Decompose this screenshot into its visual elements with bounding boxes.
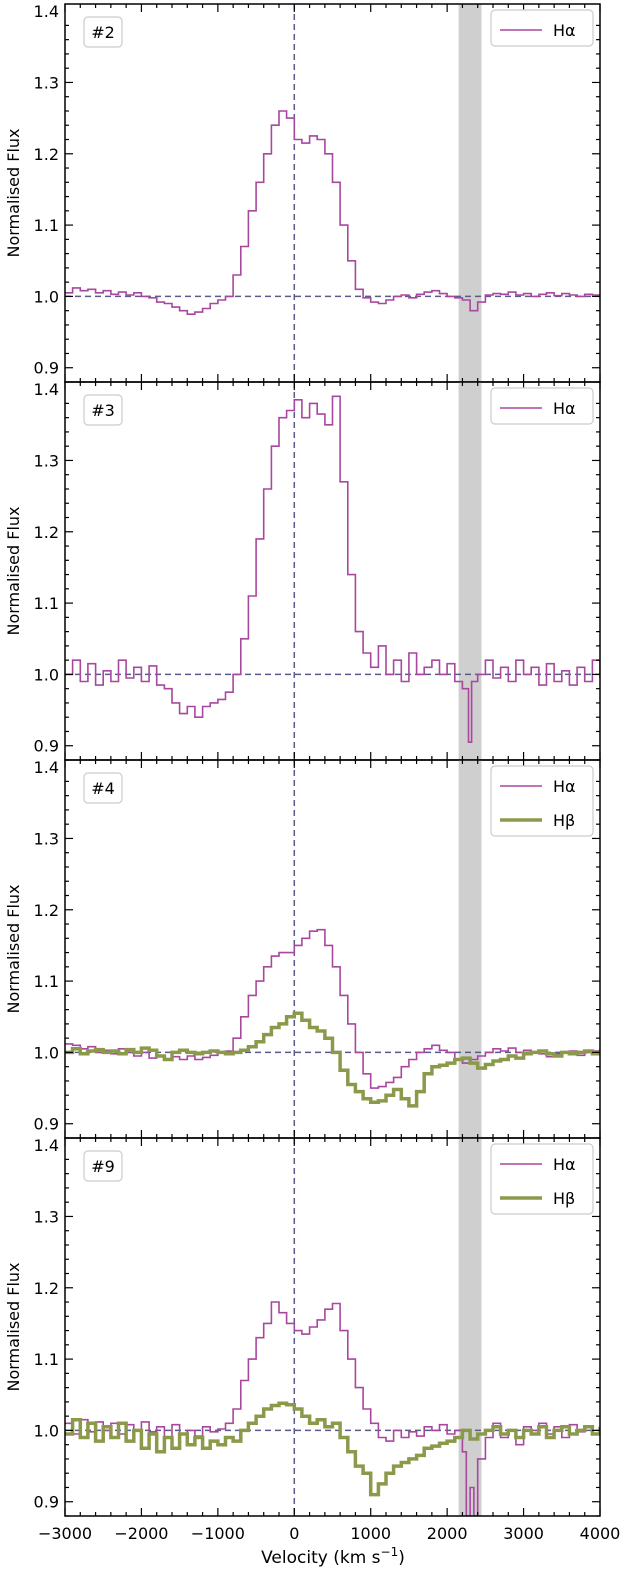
series-halpha	[65, 110, 600, 315]
y-tick-label: 1.2	[34, 1279, 59, 1298]
legend-label: Hα	[553, 399, 576, 418]
legend-label: Hα	[553, 1155, 576, 1174]
panel-2: 0.9 1.0 1.1 1.2 1.3 1.4 Normalised Flux #2 Hα	[4, 2, 601, 383]
y-tick-label: 1.3	[34, 73, 59, 92]
y-axis-label: Normalised Flux	[4, 128, 23, 257]
y-tick-label: 1.4	[34, 1136, 59, 1155]
y-tick-label: 1.2	[34, 145, 59, 164]
axes-frame	[64, 3, 601, 383]
legend-label: Hβ	[553, 1189, 575, 1208]
y-tick-label: 0.9	[34, 737, 59, 756]
x-tick-label: 2000	[427, 1524, 468, 1543]
y-tick-label: 1.4	[34, 2, 59, 21]
series-hbeta	[65, 1011, 600, 1108]
x-axis-label: Velocity (km s−1)	[261, 1545, 405, 1568]
y-tick-label: 1.0	[34, 287, 59, 306]
y-axis-label: Normalised Flux	[4, 506, 23, 635]
series-hbeta	[65, 1401, 600, 1497]
x-tick-label: 4000	[580, 1524, 621, 1543]
svg-text:#2: #2	[91, 23, 115, 42]
legend-label: Hα	[553, 21, 576, 40]
y-tick-label: 1.3	[34, 1207, 59, 1226]
legend-label: Hβ	[553, 811, 575, 830]
shaded-band	[458, 1138, 482, 1516]
series-halpha	[65, 1301, 600, 1516]
panel-3: 0.9 1.0 1.1 1.2 1.3 1.4 Normalised Flux #3 Hα	[4, 380, 601, 761]
y-tick-label: 0.9	[34, 359, 59, 378]
y-tick-label: 1.0	[34, 1043, 59, 1062]
legend-item-halpha: Hα	[500, 1155, 576, 1174]
legend-item-hbeta: Hβ	[500, 811, 575, 830]
y-tick-label: 0.9	[34, 1115, 59, 1134]
x-tick-labels: −3000 −2000 −1000 0 1000 2000 3000 4000	[38, 1524, 620, 1543]
y-tick-label: 1.1	[34, 972, 59, 991]
x-tick-label: 0	[289, 1524, 299, 1543]
svg-text:#4: #4	[91, 779, 115, 798]
panel-label: #2	[83, 16, 123, 48]
shaded-band	[458, 760, 482, 1138]
legend-item-halpha: Hα	[500, 399, 576, 418]
x-tick-label: 1000	[350, 1524, 391, 1543]
y-axis-label: Normalised Flux	[4, 884, 23, 1013]
legend: Hα Hβ	[490, 1143, 594, 1215]
svg-text:#9: #9	[91, 1157, 115, 1176]
y-tick-label: 1.1	[34, 594, 59, 613]
series-halpha	[65, 928, 600, 1089]
y-tick-label: 1.0	[34, 1421, 59, 1440]
shaded-band	[458, 382, 482, 760]
y-tick-label: 1.3	[34, 451, 59, 470]
legend-item-halpha: Hα	[500, 21, 576, 40]
shaded-band	[458, 4, 482, 382]
y-tick-label: 1.2	[34, 901, 59, 920]
svg-text:#3: #3	[91, 401, 115, 420]
panel-9: 0.9 1.0 1.1 1.2 1.3 1.4 Normalised Flux #9 Hα Hβ	[4, 1136, 601, 1517]
legend: Hα	[490, 9, 594, 47]
x-tick-label: −2000	[114, 1524, 168, 1543]
x-tick-label: −3000	[38, 1524, 92, 1543]
legend: Hα	[490, 387, 594, 425]
y-axis-label: Normalised Flux	[4, 1262, 23, 1391]
panel-4: 0.9 1.0 1.1 1.2 1.3 1.4 Normalised Flux #4 Hα Hβ	[4, 758, 601, 1139]
axes-frame	[64, 1137, 601, 1517]
x-tick-label: 3000	[503, 1524, 544, 1543]
panel-label: #9	[83, 1150, 123, 1182]
panel-label: #4	[83, 772, 123, 804]
legend-item-hbeta: Hβ	[500, 1189, 575, 1208]
y-tick-label: 1.4	[34, 758, 59, 777]
y-tick-label: 1.1	[34, 1350, 59, 1369]
y-tick-label: 1.1	[34, 216, 59, 235]
axes-frame	[64, 381, 601, 761]
y-tick-label: 1.0	[34, 665, 59, 684]
y-tick-label: 1.2	[34, 523, 59, 542]
x-tick-label: −1000	[191, 1524, 245, 1543]
y-tick-label: 1.3	[34, 829, 59, 848]
legend: Hα Hβ	[490, 765, 594, 837]
series-halpha	[65, 395, 600, 743]
y-tick-label: 0.9	[34, 1493, 59, 1512]
legend-label: Hα	[553, 777, 576, 796]
panel-label: #3	[83, 394, 123, 426]
y-tick-label: 1.4	[34, 380, 59, 399]
legend-item-halpha: Hα	[500, 777, 576, 796]
